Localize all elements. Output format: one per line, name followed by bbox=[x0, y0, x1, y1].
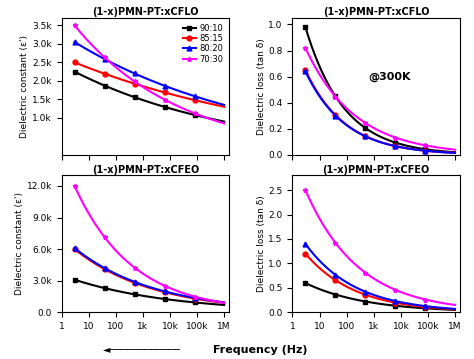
70:30 bbox=[160, 97, 166, 101]
Line: 70:30: 70:30 bbox=[72, 23, 227, 126]
Y-axis label: Dielectric loss (tan δ): Dielectric loss (tan δ) bbox=[256, 196, 265, 292]
85:15 bbox=[198, 99, 203, 104]
Title: (1-x)PMN-PT:xCFEO: (1-x)PMN-PT:xCFEO bbox=[91, 165, 199, 174]
90:10 bbox=[161, 104, 166, 109]
Y-axis label: Dielectric constant (ε'): Dielectric constant (ε') bbox=[20, 35, 29, 138]
90:10 bbox=[221, 120, 227, 124]
Y-axis label: Dielectric loss (tan δ): Dielectric loss (tan δ) bbox=[256, 38, 265, 135]
90:10 bbox=[207, 116, 213, 121]
85:15 bbox=[72, 60, 77, 65]
90:10 bbox=[72, 69, 77, 74]
80:20 bbox=[161, 83, 166, 88]
80:20 bbox=[221, 103, 227, 107]
90:10 bbox=[198, 114, 203, 118]
80:20 bbox=[198, 96, 203, 100]
85:15 bbox=[161, 90, 166, 94]
85:15 bbox=[72, 60, 78, 65]
85:15 bbox=[221, 104, 227, 109]
85:15 bbox=[160, 90, 166, 94]
Y-axis label: Dielectric constant (ε'): Dielectric constant (ε') bbox=[15, 192, 24, 295]
70:30 bbox=[163, 98, 169, 103]
70:30 bbox=[72, 23, 77, 28]
Line: 80:20: 80:20 bbox=[72, 39, 227, 107]
70:30 bbox=[198, 113, 203, 118]
Legend: 90:10, 85:15, 80:20, 70:30: 90:10, 85:15, 80:20, 70:30 bbox=[182, 22, 225, 65]
90:10 bbox=[163, 105, 169, 109]
Title: (1-x)PMN-PT:xCFEO: (1-x)PMN-PT:xCFEO bbox=[322, 165, 430, 174]
70:30 bbox=[221, 121, 227, 126]
85:15 bbox=[207, 102, 213, 106]
80:20 bbox=[207, 99, 213, 103]
90:10 bbox=[160, 104, 166, 109]
70:30 bbox=[72, 24, 78, 28]
90:10 bbox=[72, 70, 78, 74]
Line: 85:15: 85:15 bbox=[72, 60, 227, 109]
Text: Frequency (Hz): Frequency (Hz) bbox=[213, 345, 308, 355]
Title: (1-x)PMN-PT:xCFLO: (1-x)PMN-PT:xCFLO bbox=[323, 7, 429, 17]
Title: (1-x)PMN-PT:xCFLO: (1-x)PMN-PT:xCFLO bbox=[92, 7, 199, 17]
Text: @300K: @300K bbox=[368, 71, 410, 82]
70:30 bbox=[207, 117, 213, 121]
80:20 bbox=[72, 40, 77, 44]
80:20 bbox=[163, 84, 169, 88]
Line: 90:10: 90:10 bbox=[72, 69, 227, 124]
80:20 bbox=[72, 40, 78, 45]
85:15 bbox=[163, 91, 169, 95]
70:30 bbox=[161, 97, 166, 101]
Text: ◄────────────: ◄──────────── bbox=[103, 344, 181, 354]
80:20 bbox=[160, 83, 166, 87]
